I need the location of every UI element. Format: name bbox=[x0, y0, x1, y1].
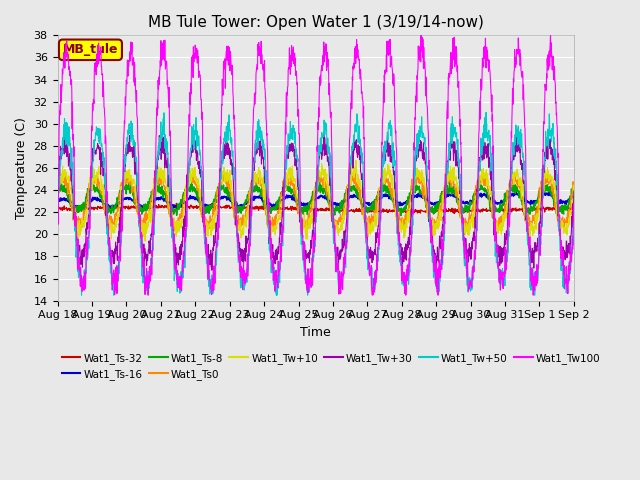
Wat1_Ts-16 bbox=[149, 199, 157, 205]
Wat1_Ts-16 bbox=[346, 192, 354, 198]
Wat1_Tw+10 bbox=[149, 192, 157, 198]
Line: Wat1_Tw100: Wat1_Tw100 bbox=[58, 36, 574, 295]
Wat1_Tw+10 bbox=[54, 185, 61, 191]
Line: Wat1_Ts-8: Wat1_Ts-8 bbox=[58, 182, 574, 216]
Wat1_Tw+30 bbox=[513, 128, 520, 134]
Wat1_Ts0 bbox=[54, 183, 61, 189]
Wat1_Ts-32 bbox=[149, 204, 157, 209]
Wat1_Tw100 bbox=[294, 107, 302, 113]
Wat1_Tw+30 bbox=[208, 267, 216, 273]
Wat1_Tw+30 bbox=[294, 185, 302, 191]
Wat1_Tw+10 bbox=[323, 182, 331, 188]
Wat1_Ts0 bbox=[149, 190, 157, 195]
Line: Wat1_Ts-32: Wat1_Ts-32 bbox=[58, 203, 574, 214]
Wat1_Tw+50 bbox=[54, 208, 61, 214]
Wat1_Ts-16 bbox=[570, 192, 578, 198]
Wat1_Ts-8 bbox=[294, 201, 302, 207]
Wat1_Ts-8 bbox=[54, 183, 61, 189]
Wat1_Ts-32 bbox=[140, 205, 147, 211]
Wat1_Tw100 bbox=[570, 215, 578, 221]
Wat1_Tw100 bbox=[54, 215, 61, 220]
Wat1_Tw+30 bbox=[570, 188, 578, 194]
Wat1_Tw+10 bbox=[346, 181, 354, 187]
Wat1_Tw100 bbox=[417, 33, 425, 38]
Text: MB_tule: MB_tule bbox=[63, 43, 118, 56]
Wat1_Ts-16 bbox=[545, 189, 553, 195]
Wat1_Ts-8 bbox=[570, 187, 578, 193]
Wat1_Ts-16 bbox=[140, 203, 147, 208]
Wat1_Tw100 bbox=[323, 59, 331, 65]
Wat1_Tw+10 bbox=[570, 182, 578, 188]
Wat1_Ts0 bbox=[140, 223, 148, 228]
Wat1_Tw+50 bbox=[346, 168, 354, 173]
Wat1_Ts0 bbox=[324, 191, 332, 197]
Line: Wat1_Ts0: Wat1_Ts0 bbox=[58, 172, 574, 231]
Wat1_Tw100 bbox=[467, 281, 475, 287]
Wat1_Tw+30 bbox=[54, 189, 61, 195]
Wat1_Ts-8 bbox=[346, 184, 354, 190]
Line: Wat1_Ts-16: Wat1_Ts-16 bbox=[58, 192, 574, 210]
Wat1_Tw+10 bbox=[141, 238, 149, 244]
Wat1_Ts0 bbox=[295, 207, 303, 213]
Wat1_Ts-32 bbox=[173, 200, 180, 206]
Wat1_Ts-8 bbox=[467, 201, 475, 207]
Wat1_Ts-8 bbox=[323, 191, 331, 196]
Wat1_Ts-16 bbox=[54, 199, 61, 205]
Wat1_Ts-8 bbox=[397, 213, 405, 218]
Wat1_Tw100 bbox=[140, 259, 147, 265]
Wat1_Tw+10 bbox=[140, 221, 147, 227]
Wat1_Tw100 bbox=[346, 134, 354, 140]
Wat1_Ts-32 bbox=[467, 208, 475, 214]
Wat1_Tw100 bbox=[144, 292, 152, 298]
Wat1_Tw+30 bbox=[467, 256, 475, 262]
Legend: Wat1_Ts-32, Wat1_Ts-16, Wat1_Ts-8, Wat1_Ts0, Wat1_Tw+10, Wat1_Tw+30, Wat1_Tw+50,: Wat1_Ts-32, Wat1_Ts-16, Wat1_Ts-8, Wat1_… bbox=[58, 348, 605, 384]
Wat1_Tw100 bbox=[149, 218, 157, 224]
Wat1_Tw+30 bbox=[140, 248, 147, 253]
Wat1_Ts-32 bbox=[346, 208, 354, 214]
Wat1_Ts0 bbox=[346, 182, 354, 188]
Wat1_Ts-32 bbox=[323, 206, 331, 212]
Line: Wat1_Tw+10: Wat1_Tw+10 bbox=[58, 160, 574, 241]
Wat1_Tw+30 bbox=[323, 153, 331, 159]
Wat1_Ts-32 bbox=[570, 205, 578, 211]
Wat1_Tw+50 bbox=[294, 173, 302, 179]
Wat1_Ts0 bbox=[122, 169, 130, 175]
Wat1_Ts-32 bbox=[294, 205, 302, 211]
Wat1_Ts-16 bbox=[323, 197, 331, 203]
Wat1_Ts-8 bbox=[316, 180, 324, 185]
Wat1_Ts-8 bbox=[149, 190, 157, 195]
Wat1_Tw+50 bbox=[570, 213, 578, 218]
X-axis label: Time: Time bbox=[300, 326, 331, 339]
Wat1_Tw+30 bbox=[346, 171, 354, 177]
Wat1_Ts-16 bbox=[467, 199, 475, 204]
Y-axis label: Temperature (C): Temperature (C) bbox=[15, 117, 28, 219]
Wat1_Tw+10 bbox=[352, 157, 360, 163]
Wat1_Ts-16 bbox=[294, 200, 302, 205]
Title: MB Tule Tower: Open Water 1 (3/19/14-now): MB Tule Tower: Open Water 1 (3/19/14-now… bbox=[148, 15, 484, 30]
Wat1_Tw+50 bbox=[140, 267, 148, 273]
Wat1_Tw+10 bbox=[294, 191, 302, 196]
Wat1_Tw+50 bbox=[467, 280, 475, 286]
Wat1_Ts-32 bbox=[54, 206, 61, 212]
Wat1_Tw+50 bbox=[149, 248, 157, 253]
Wat1_Tw+50 bbox=[323, 140, 331, 145]
Line: Wat1_Tw+50: Wat1_Tw+50 bbox=[58, 112, 574, 295]
Wat1_Tw+50 bbox=[77, 292, 85, 298]
Line: Wat1_Tw+30: Wat1_Tw+30 bbox=[58, 131, 574, 270]
Wat1_Ts-8 bbox=[140, 209, 147, 215]
Wat1_Tw+10 bbox=[467, 220, 475, 226]
Wat1_Ts0 bbox=[570, 182, 578, 188]
Wat1_Ts0 bbox=[467, 213, 475, 219]
Wat1_Ts0 bbox=[172, 228, 179, 234]
Wat1_Tw+30 bbox=[149, 219, 157, 225]
Wat1_Tw+50 bbox=[482, 109, 490, 115]
Wat1_Ts-32 bbox=[426, 211, 433, 217]
Wat1_Ts-16 bbox=[173, 207, 180, 213]
